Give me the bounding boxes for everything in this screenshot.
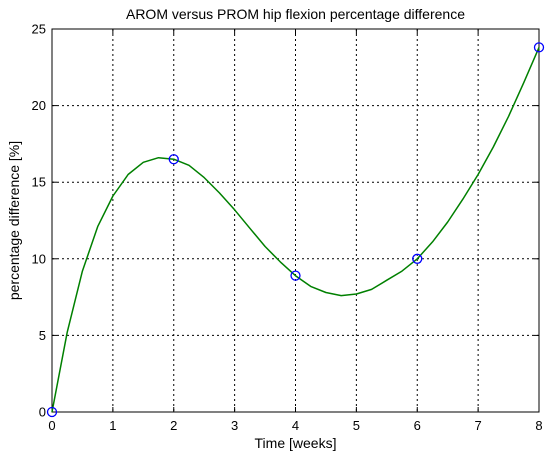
data-point-marker <box>168 154 179 165</box>
data-point-marker <box>533 42 545 53</box>
y-tick-label: 15 <box>32 175 46 190</box>
x-tick-label: 1 <box>109 418 116 433</box>
y-tick-label: 10 <box>32 251 46 266</box>
y-tick-label: 20 <box>32 98 46 113</box>
series-layer <box>46 42 545 418</box>
grid <box>52 29 539 412</box>
x-tick-label: 3 <box>231 418 238 433</box>
x-tick-labels: 0 1 2 3 4 5 6 7 8 <box>48 418 542 433</box>
y-tick-labels: 0 5 10 15 20 25 <box>32 22 46 420</box>
y-tick-label: 0 <box>39 405 46 420</box>
x-tick-label: 7 <box>475 418 482 433</box>
data-point-marker <box>412 253 423 264</box>
data-point-marker <box>290 270 301 281</box>
chart-title: AROM versus PROM hip flexion percentage … <box>126 6 465 22</box>
y-axis-label: percentage difference [%] <box>6 141 22 300</box>
x-tick-label: 6 <box>414 418 421 433</box>
x-axis-label: Time [weeks] <box>255 435 337 451</box>
x-tick-label: 5 <box>353 418 360 433</box>
data-point-marker <box>46 406 58 418</box>
x-tick-label: 4 <box>292 418 299 433</box>
ticks <box>51 28 540 413</box>
x-tick-label: 2 <box>170 418 177 433</box>
series-line <box>51 47 540 413</box>
y-tick-label: 5 <box>39 328 46 343</box>
x-tick-label: 0 <box>48 418 55 433</box>
y-tick-label: 25 <box>32 22 46 37</box>
x-tick-label: 8 <box>535 418 542 433</box>
